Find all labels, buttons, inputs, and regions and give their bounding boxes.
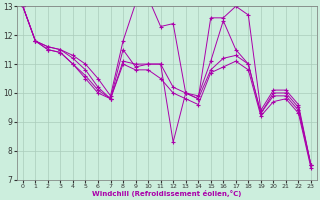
- X-axis label: Windchill (Refroidissement éolien,°C): Windchill (Refroidissement éolien,°C): [92, 190, 242, 197]
